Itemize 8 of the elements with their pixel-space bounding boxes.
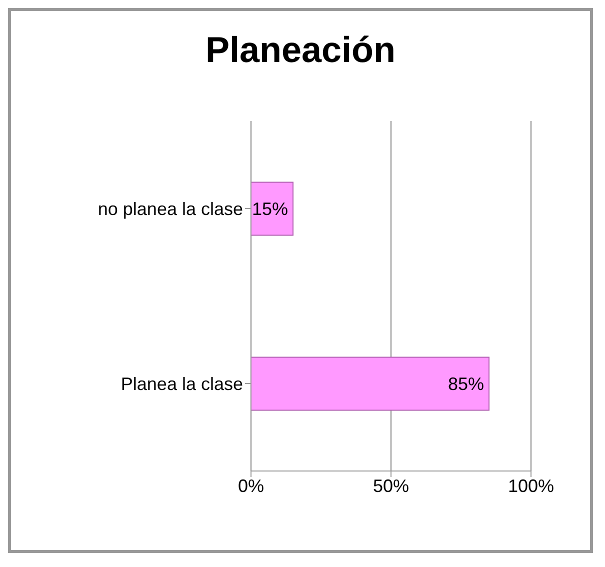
data-label: 85%	[447, 374, 484, 394]
y-tick-label: Planea la clase	[120, 374, 242, 394]
x-tick-label: 0%	[237, 476, 264, 496]
y-tick-label: no planea la clase	[97, 198, 242, 219]
chart-title: Planeación	[205, 29, 396, 71]
data-label: 15%	[251, 199, 288, 220]
x-tick-label: 50%	[372, 476, 409, 496]
x-tick-label: 100%	[507, 476, 554, 496]
